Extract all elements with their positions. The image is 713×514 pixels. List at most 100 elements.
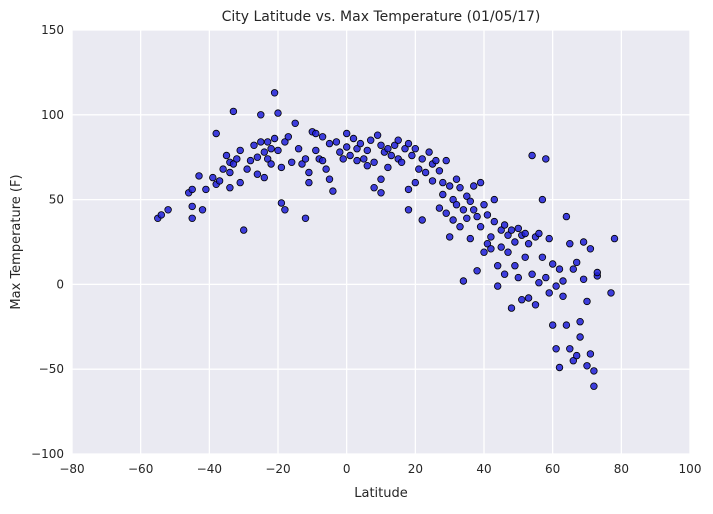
data-point [291,119,299,127]
data-point [387,151,395,160]
data-point [542,155,550,163]
x-tick-label: −20 [265,462,290,476]
data-point [377,189,385,197]
data-point [559,292,567,300]
data-point [524,294,533,302]
data-point [470,182,478,190]
data-point [590,382,598,390]
data-point [435,167,444,175]
data-point [583,297,591,306]
x-tick-label: 0 [343,462,351,476]
plot-area [72,30,690,454]
data-point [545,234,553,243]
data-point [466,234,474,243]
data-point [456,222,464,231]
data-point [336,148,344,156]
data-point [157,211,165,219]
data-point [377,141,385,149]
data-point [425,148,433,156]
data-point [257,138,265,146]
data-point [363,146,371,155]
data-point [339,155,347,163]
data-point [318,156,327,165]
data-point [312,129,320,138]
data-point [446,233,454,241]
data-point [504,248,512,256]
data-point [305,168,313,177]
data-point [367,136,375,144]
data-point [483,239,492,248]
data-point [243,165,251,173]
data-point [473,267,481,275]
data-point [590,367,598,375]
data-point [322,165,330,173]
data-point [446,182,454,190]
data-point [452,175,461,183]
data-point [370,183,378,192]
data-point [497,226,505,234]
data-point [439,178,447,187]
data-point [538,195,547,204]
data-point [579,275,588,283]
data-point [500,221,509,229]
data-point [301,155,310,163]
data-point [490,195,498,204]
data-point [370,158,378,166]
data-point [562,212,571,221]
x-tick-label: −60 [128,462,153,476]
data-point [274,109,282,117]
data-point [397,158,406,166]
data-point [360,155,368,163]
data-point [281,138,289,146]
data-point [518,296,526,304]
data-point [459,206,468,214]
y-tick-label: 0 [56,277,64,291]
data-point [353,144,361,153]
data-point [432,156,440,165]
y-tick-label: −100 [31,447,64,461]
data-point [284,133,292,141]
data-point [408,151,416,160]
data-point [476,222,485,231]
data-point [504,231,512,239]
data-point [535,279,543,287]
data-point [494,262,502,270]
data-point [490,217,498,226]
data-point [250,141,258,149]
data-point [411,144,419,153]
data-point [288,158,296,166]
data-point [246,156,255,165]
data-point [579,238,588,246]
data-point [270,134,279,143]
data-point [219,165,227,173]
data-point [476,178,485,187]
data-point [586,245,595,253]
data-point [535,229,543,238]
data-point [384,144,392,153]
data-point [229,107,238,116]
data-point [511,238,519,246]
data-point [463,214,471,222]
y-tick-label: −50 [39,362,64,376]
data-point [483,211,492,219]
data-point [264,138,272,146]
data-point [298,160,306,168]
data-point [222,151,231,160]
data-point [549,321,557,329]
data-point [566,239,574,248]
data-point [415,165,423,173]
data-point [267,144,275,153]
data-point [198,206,207,214]
data-point [555,265,564,273]
data-point [209,173,217,182]
x-tick-label: 60 [545,462,560,476]
data-point [552,345,560,353]
data-point [377,175,385,183]
data-point [545,289,553,297]
data-point [264,155,272,163]
data-point [312,146,320,155]
data-point [511,262,519,270]
data-point [538,253,547,261]
